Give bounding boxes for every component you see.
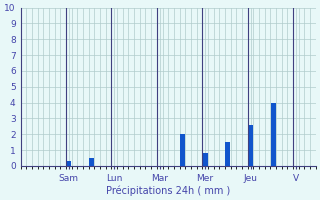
Bar xyxy=(89,158,94,166)
Bar xyxy=(225,142,230,166)
X-axis label: Précipitations 24h ( mm ): Précipitations 24h ( mm ) xyxy=(106,185,230,196)
Bar xyxy=(271,103,276,166)
Bar xyxy=(66,161,71,166)
Bar xyxy=(203,153,208,166)
Bar xyxy=(248,125,253,166)
Bar xyxy=(180,134,185,166)
